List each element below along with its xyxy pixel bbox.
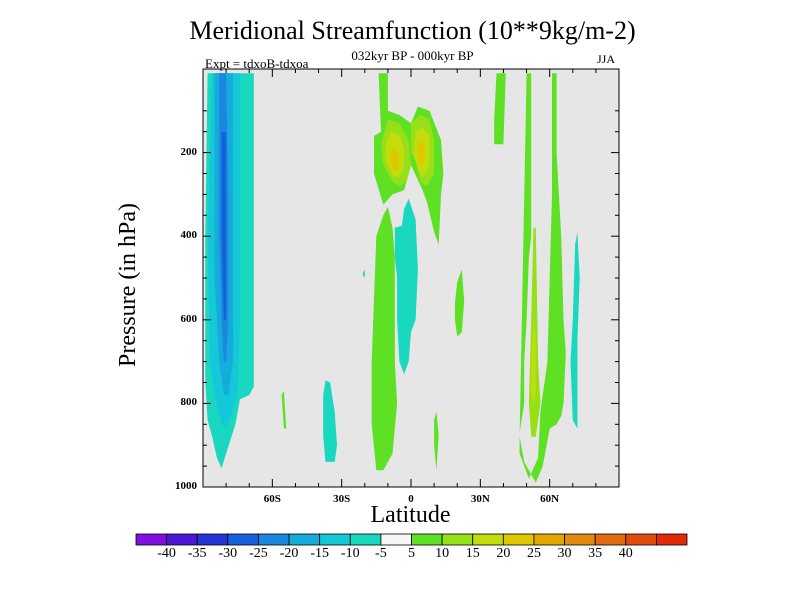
colorbar-tick-label: -25	[249, 546, 268, 561]
y-tick-label: 200	[180, 145, 198, 158]
colorbar-swatch	[655, 533, 688, 546]
contour-region-11	[454, 269, 465, 337]
contour-region-4	[221, 131, 227, 320]
y-tick-label: 1000	[175, 480, 197, 492]
colorbar-tick-label: 30	[557, 546, 572, 561]
colorbar-tick-label: -15	[310, 546, 329, 561]
y-tick-label: 400	[180, 229, 198, 242]
colorbar-swatch	[227, 533, 259, 546]
colorbar-tick-label: -20	[279, 546, 299, 561]
contour-region-8	[570, 232, 580, 429]
colorbar-swatch	[441, 533, 474, 546]
y-axis-label: Pressure (in hPa)	[115, 203, 141, 367]
colorbar-tick-label: 25	[526, 546, 541, 561]
colorbar-swatch	[533, 533, 565, 546]
colorbar-tick-label: -40	[157, 546, 176, 561]
colorbar-tick-label: 35	[588, 546, 603, 561]
x-tick-label: 30S	[333, 493, 351, 505]
contour-region-12	[434, 411, 439, 471]
x-tick-label: 30N	[470, 493, 490, 505]
colorbar-swatch	[594, 533, 627, 546]
colorbar-swatch	[625, 533, 657, 546]
colorbar-swatch	[564, 533, 596, 546]
season-label: JJA	[597, 52, 616, 66]
colorbar-tick-label: 20	[496, 546, 511, 561]
colorbar-swatch	[258, 533, 290, 546]
colorbar-swatch	[196, 533, 229, 546]
y-tick-label: 800	[180, 396, 198, 409]
colorbar-swatch	[288, 533, 321, 546]
x-tick-label: 0	[408, 493, 414, 505]
x-tick-label: 60N	[540, 493, 560, 505]
colorbar-tick-label: 15	[465, 546, 480, 561]
colorbar-swatch	[411, 533, 443, 546]
contour-region-15	[519, 73, 566, 483]
chart-subtitle: 032kyr BP - 000kyr BP	[351, 48, 474, 63]
colorbar-tick-label: -35	[187, 546, 207, 561]
contour-region-13	[281, 390, 287, 429]
chart-title: Meridional Streamfunction (10**9kg/m-2)	[189, 16, 636, 45]
contour-region-6	[394, 198, 418, 375]
contour-region-7	[362, 269, 365, 278]
colorbar-tick-label: 10	[435, 546, 450, 561]
contour-region-5	[323, 380, 337, 462]
colorbar-swatch	[380, 533, 412, 546]
y-tick-label: 600	[180, 312, 198, 325]
colorbar-tick-label: -30	[218, 546, 238, 561]
x-axis-label: Latitude	[370, 502, 451, 528]
experiment-label: Expt = tdxoB-tdxoa	[205, 56, 309, 71]
colorbar-tick-label: 5	[408, 546, 415, 561]
contour-region-20	[390, 148, 400, 172]
colorbar-swatch	[319, 533, 351, 546]
contour-region-10	[371, 206, 398, 471]
contour-region-14	[494, 73, 506, 145]
contour-region-21	[417, 140, 425, 168]
x-tick-label: 60S	[263, 493, 281, 505]
colorbar-swatch	[166, 533, 198, 546]
colorbar-tick-label: 40	[618, 546, 633, 561]
colorbar-swatch	[472, 533, 504, 546]
contour-region-23	[531, 319, 536, 404]
colorbar-swatch	[349, 533, 382, 546]
colorbar-swatch	[502, 533, 535, 546]
colorbar-tick-label: -5	[375, 546, 387, 561]
axis-ticks	[202, 69, 620, 488]
colorbar-tick-label: -10	[340, 546, 360, 561]
colorbar-swatch	[135, 533, 168, 546]
colorbar	[135, 533, 688, 546]
contour-regions	[205, 73, 580, 483]
